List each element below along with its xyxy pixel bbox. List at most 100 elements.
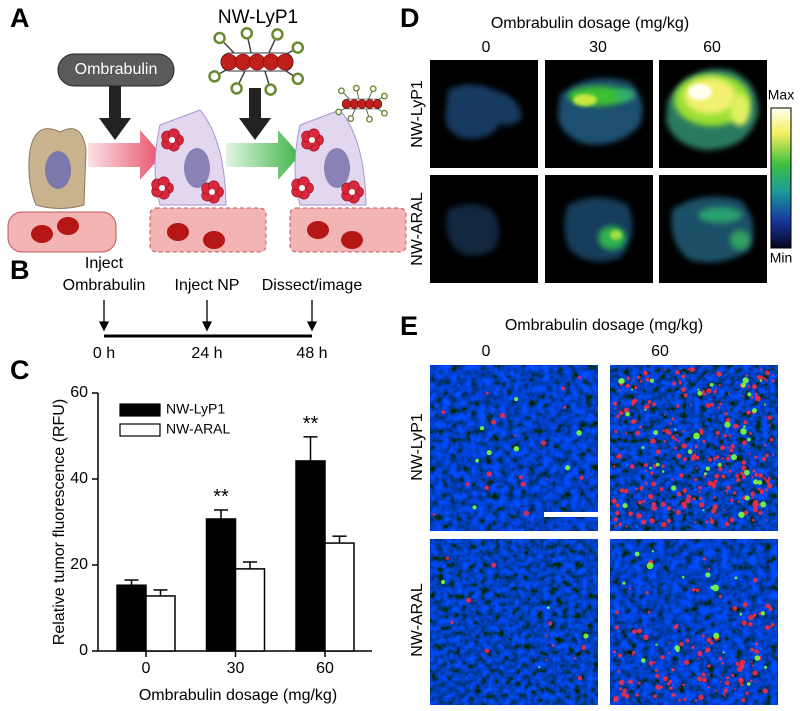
signal-dot: [672, 509, 675, 512]
signal-dot: [750, 396, 754, 399]
signal-dot: [671, 692, 676, 698]
column-label: 30: [589, 39, 607, 56]
flower-center: [349, 189, 355, 195]
signal-dot: [702, 389, 705, 393]
signal-dot: [520, 481, 526, 487]
signal-dot: [645, 377, 650, 382]
signal-dot: [767, 415, 773, 420]
step-arrow: [88, 130, 162, 180]
signal-dot: [518, 475, 523, 480]
signal-dot: [736, 477, 741, 483]
signal-dot: [699, 679, 702, 682]
signal-dot: [645, 373, 648, 376]
time-label: 48 h: [296, 345, 327, 362]
signal-dot: [632, 629, 637, 635]
signal-dot: [764, 665, 767, 669]
signal-dot: [747, 437, 751, 442]
signal-dot: [432, 513, 436, 516]
signal-dot: [499, 412, 506, 419]
signal-dot: [727, 446, 730, 449]
signal-dot: [643, 463, 648, 467]
signal-dot: [655, 462, 660, 467]
signal-dot: [679, 661, 681, 664]
signal-dot: [624, 693, 630, 699]
signal-dot: [623, 488, 629, 494]
signal-dot: [662, 675, 669, 682]
signal-dot: [644, 469, 647, 473]
signal-dot: [651, 481, 657, 487]
flower-center: [159, 185, 165, 191]
signal-dot: [705, 572, 711, 578]
signal-dot: [714, 473, 720, 479]
signal-dot: [726, 676, 730, 680]
np-peptide: [369, 85, 377, 93]
flower-center: [309, 137, 315, 143]
signal-dot: [741, 465, 747, 471]
signal-dot: [652, 402, 657, 407]
signal-dot: [663, 440, 667, 443]
signal-dot: [689, 366, 695, 373]
signal-dot: [759, 379, 763, 382]
signal-dot: [741, 620, 747, 626]
signal-dot: [691, 645, 695, 649]
signal-dot: [751, 664, 755, 667]
x-tick-label: 0: [142, 660, 151, 677]
np-peptide: [213, 31, 226, 45]
signal-dot: [740, 683, 744, 687]
signal-dot: [753, 479, 759, 485]
signal-dot: [662, 429, 665, 432]
signal-dot: [752, 613, 757, 617]
signal-dot: [765, 370, 770, 376]
signal-dot: [710, 585, 714, 590]
signal-dot: [631, 399, 636, 403]
signal-dot: [758, 473, 764, 478]
signal-dot: [695, 467, 698, 470]
signal-dot: [634, 385, 638, 390]
signal-dot: [622, 503, 628, 509]
timeline-arrows: [98, 300, 318, 332]
signal-dot: [715, 455, 720, 459]
signal-dot: [648, 493, 654, 500]
time-label: 24 h: [191, 345, 222, 362]
signal-dot: [690, 403, 692, 406]
signal-dot: [614, 524, 618, 528]
signal-dot: [679, 641, 684, 647]
bar-chart: 0 20 40 60 0 30 ** 60 ** NW-LyP1 NW-ARAL: [70, 384, 372, 677]
signal-dot: [699, 496, 703, 501]
panel-label: C: [10, 355, 30, 385]
signal-dot: [769, 424, 771, 427]
signal-dot: [628, 679, 633, 685]
signal-dot: [702, 440, 706, 444]
signal-dot: [613, 401, 618, 406]
signal-dot: [748, 614, 754, 621]
rbc: [307, 221, 329, 239]
signal-dot: [728, 434, 732, 437]
signal-dot: [615, 503, 620, 508]
signal-dot: [763, 477, 766, 480]
significance: **: [303, 413, 319, 435]
legend-swatch: [119, 403, 161, 417]
signal-dot: [699, 502, 705, 508]
signal-dot: [719, 445, 726, 451]
signal-dot: [619, 410, 624, 415]
np-peptide: [240, 26, 254, 40]
signal-dot: [750, 491, 755, 497]
signal-dot: [625, 411, 630, 417]
signal-dot: [677, 440, 680, 443]
np-core: [248, 53, 266, 71]
signal-dot: [692, 588, 696, 592]
signal-dot: [760, 611, 766, 616]
down-arrow: [99, 86, 131, 140]
flower-center: [209, 189, 215, 195]
panel-title: Ombrabulin dosage (mg/kg): [491, 15, 689, 32]
signal-dot: [659, 487, 664, 491]
signal-dot: [732, 491, 737, 495]
signal-dot: [730, 454, 737, 461]
bar: [145, 595, 176, 652]
np-peptide: [337, 87, 345, 95]
row-label: NW-LyP1: [409, 413, 426, 481]
signal-dot: [758, 503, 761, 506]
np-peptide: [381, 109, 388, 117]
signal-dot: [612, 465, 616, 468]
